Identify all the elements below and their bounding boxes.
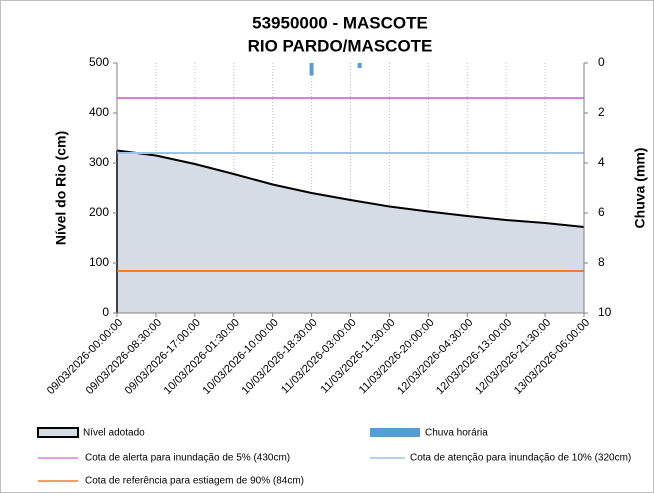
legend-label: Cota de alerta para inundação de 5% (430…	[85, 453, 290, 464]
y2-tick-label: 0	[598, 55, 605, 69]
y-tick-label: 500	[89, 55, 109, 69]
line	[116, 149, 585, 228]
y2-axis-label: Chuva (mm)	[632, 148, 648, 229]
y-axis-label: Nível do Rio (cm)	[53, 131, 69, 245]
y2-tick-label: 6	[598, 205, 605, 219]
y2-tick-label: 4	[598, 155, 605, 169]
y2-tick-label: 2	[598, 105, 605, 119]
area	[117, 150, 584, 313]
legend-swatch	[370, 428, 420, 437]
legend-label: Cota de referência para estiagem de 90% …	[85, 476, 304, 487]
y2-tick-label: 10	[598, 305, 612, 319]
rain-bar	[357, 63, 362, 68]
chart-title: 53950000 - MASCOTE	[252, 13, 428, 32]
legend-swatch	[37, 427, 79, 438]
y-tick-label: 300	[89, 155, 109, 169]
rain-bar	[309, 63, 314, 76]
y-tick-label: 200	[89, 205, 109, 219]
legend-label: Chuva horária	[425, 428, 488, 439]
y-tick-label: 100	[89, 255, 109, 269]
legend-label: Nível adotado	[83, 428, 145, 439]
legend-label: Cota de atenção para inundação de 10% (3…	[410, 453, 631, 464]
y-tick-label: 0	[102, 305, 109, 319]
y2-tick-label: 8	[598, 255, 605, 269]
y-tick-label: 400	[89, 105, 109, 119]
chart-subtitle: RIO PARDO/MASCOTE	[248, 36, 433, 55]
